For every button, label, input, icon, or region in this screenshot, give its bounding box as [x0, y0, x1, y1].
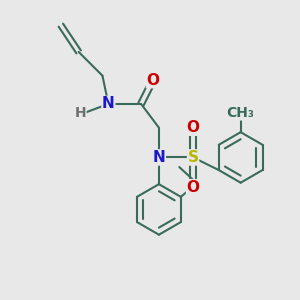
Text: O: O: [187, 180, 200, 195]
Text: N: N: [152, 150, 165, 165]
Text: O: O: [187, 120, 200, 135]
Text: O: O: [146, 73, 160, 88]
Text: H: H: [74, 106, 86, 120]
Text: N: N: [102, 96, 115, 111]
Text: CH₃: CH₃: [227, 106, 255, 120]
Text: S: S: [188, 150, 199, 165]
